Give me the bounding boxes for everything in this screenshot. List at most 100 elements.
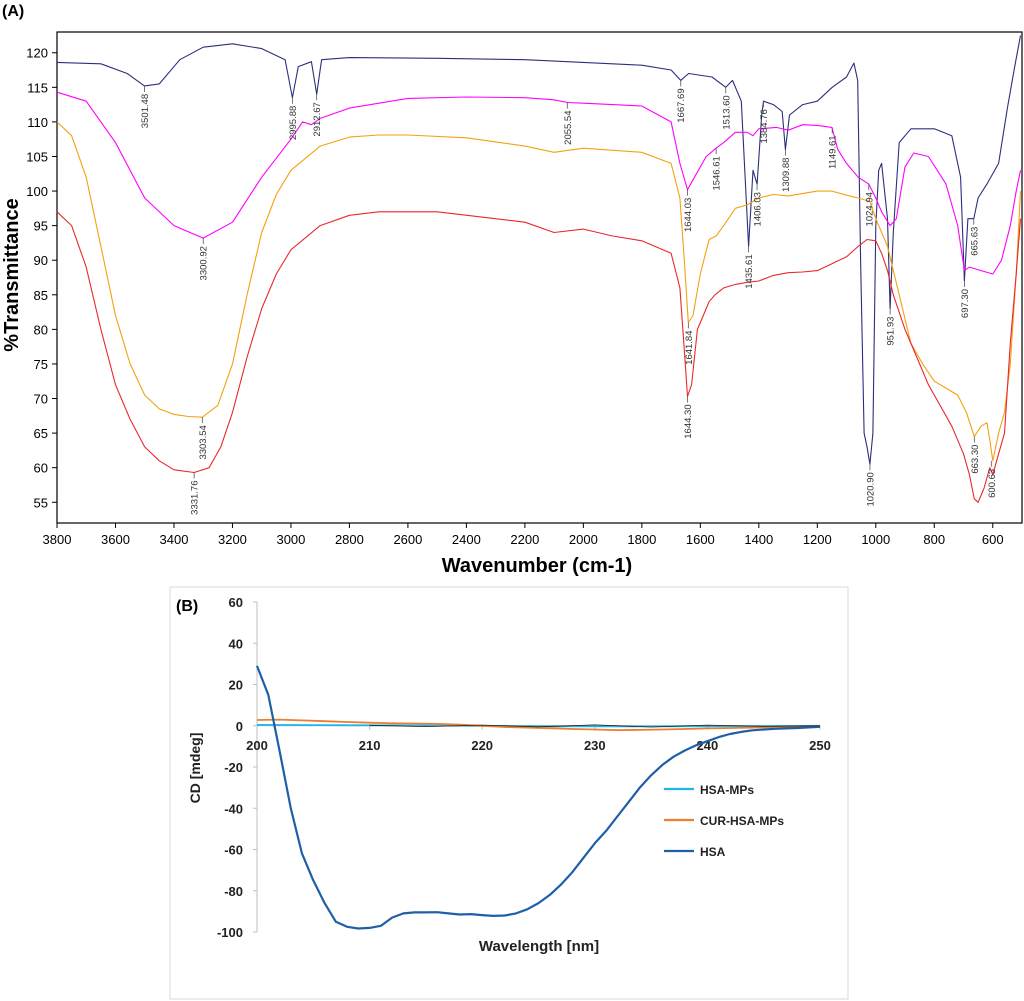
ftir-annotation-label: 1149.61 [828,135,839,169]
cd-legend: HSA-MPs CUR-HSA-MPs HSA [664,783,784,859]
ftir-y-tick-label: 80 [34,322,48,337]
cd-x-axis-title: Wavelength [nm] [479,938,599,955]
ftir-x-tick-label: 1400 [744,532,773,547]
ftir-x-axis: 3800 3600 3400 3200 3000 2800 2600 2400 2200 2000… [43,523,1004,547]
ftir-annotation-label: 1435.61 [744,254,755,288]
cd-y-tick-label: 60 [229,595,243,610]
cd-y-tick-label: -100 [217,925,243,940]
ftir-chart: (A) 120 115 110 105 100 95 90 85 80 75 70 65 60 55 38… [1,3,1023,577]
ftir-annotations: 3501.48 2995.88 2912.67 2055.54 1667.69 1513.… [140,80,998,515]
ftir-x-tick-label: 3800 [43,532,72,547]
ftir-y-tick-label: 100 [26,184,48,199]
ftir-annotation-label: 1641.84 [684,331,695,365]
ftir-annotation-label: 697.30 [960,289,971,318]
ftir-x-tick-label: 2600 [393,532,422,547]
ftir-x-tick-label: 800 [923,532,945,547]
cd-x-tick-label: 230 [584,738,606,753]
ftir-y-tick-label: 55 [34,495,48,510]
panel-label-a: (A) [2,3,24,20]
ftir-annotation-label: 663.30 [970,445,981,474]
cd-legend-label: HSA [700,845,726,859]
cd-series-cur-hsa-mps [256,718,821,731]
ftir-y-tick-label: 105 [26,149,48,164]
ftir-x-tick-label: 3600 [101,532,130,547]
ftir-annotation-label: 1020.90 [865,472,876,506]
ftir-series-red [56,211,1022,503]
cd-y-tick-label: 20 [229,678,243,693]
ftir-x-tick-label: 2800 [335,532,364,547]
ftir-y-axis: 120 115 110 105 100 95 90 85 80 75 70 65 60 55 [26,46,57,510]
cd-y-tick-label: 0 [236,719,243,734]
ftir-x-tick-label: 2400 [452,532,481,547]
ftir-annotation-label: 2995.88 [288,106,299,140]
ftir-annotation-label: 1024.94 [864,192,875,226]
ftir-y-tick-label: 85 [34,288,48,303]
ftir-annotation-label: 3300.92 [199,246,210,280]
ftir-x-tick-label: 3200 [218,532,247,547]
ftir-x-tick-label: 1000 [861,532,890,547]
ftir-series-orange [56,121,1022,462]
ftir-annotation-label: 1546.61 [712,156,723,190]
ftir-x-tick-label: 1200 [803,532,832,547]
ftir-series-navy [56,35,1022,465]
panel-label-b: (B) [176,598,198,615]
cd-series-group [255,665,821,930]
cd-series-noise [369,724,821,728]
ftir-annotation-label: 3331.76 [190,481,201,515]
ftir-series-group [56,35,1022,503]
ftir-x-tick-label: 3000 [276,532,305,547]
ftir-x-tick-label: 2200 [510,532,539,547]
cd-x-tick-label: 240 [697,738,719,753]
ftir-x-tick-label: 600 [982,532,1004,547]
cd-y-tick-label: -60 [224,843,243,858]
ftir-y-tick-label: 70 [34,392,48,407]
cd-chart-border [169,586,849,1000]
ftir-y-tick-label: 65 [34,426,48,441]
ftir-y-tick-label: 95 [34,219,48,234]
ftir-annotation-label: 1644.30 [683,404,694,438]
cd-y-tick-label: -80 [224,884,243,899]
ftir-annotation-label: 3303.54 [198,425,209,459]
ftir-y-tick-label: 60 [34,461,48,476]
ftir-x-tick-label: 3400 [160,532,189,547]
ftir-plot-frame [56,31,1023,524]
cd-x-tick-label: 220 [471,738,493,753]
cd-legend-label: HSA-MPs [700,783,754,797]
ftir-x-tick-label: 1600 [686,532,715,547]
ftir-annotation-label: 1644.03 [683,198,694,232]
cd-y-tick-label: -20 [224,760,243,775]
ftir-annotation-label: 1513.60 [721,95,732,129]
ftir-y-tick-label: 75 [34,357,48,372]
ftir-annotation-label: 2912.67 [312,102,323,136]
ftir-annotation-label: 3501.48 [140,94,151,128]
ftir-y-tick-label: 90 [34,253,48,268]
cd-legend-label: CUR-HSA-MPs [700,814,784,828]
ftir-series-magenta [56,91,1022,275]
cd-series-hsa-mps [256,724,821,728]
ftir-x-tick-label: 2000 [569,532,598,547]
ftir-y-tick-label: 115 [27,80,48,95]
cd-y-axis-title: CD [mdeg] [187,733,203,804]
cd-series-hsa [255,665,821,930]
ftir-annotation-label: 951.93 [886,317,897,346]
cd-x-tick-label: 210 [359,738,381,753]
ftir-x-axis-title: Wavenumber (cm-1) [442,555,632,577]
ftir-y-tick-label: 120 [26,46,48,61]
cd-x-tick-label: 250 [809,738,831,753]
ftir-y-axis-title: %Transmittance [1,198,23,351]
ftir-annotation-label: 600.63 [987,469,998,498]
ftir-annotation-label: 1384.76 [759,109,770,143]
ftir-y-tick-label: 110 [27,115,48,130]
ftir-x-tick-label: 1800 [627,532,656,547]
ftir-annotation-label: 665.63 [969,227,980,256]
cd-y-tick-label: -40 [224,801,243,816]
ftir-annotation-label: 1406.03 [753,192,764,226]
cd-y-tick-label: 40 [229,636,243,651]
cd-x-tick-label: 200 [246,738,268,753]
ftir-annotation-label: 1309.88 [781,158,792,192]
ftir-annotation-label: 1667.69 [676,88,687,122]
ftir-annotation-label: 2055.54 [563,111,574,145]
